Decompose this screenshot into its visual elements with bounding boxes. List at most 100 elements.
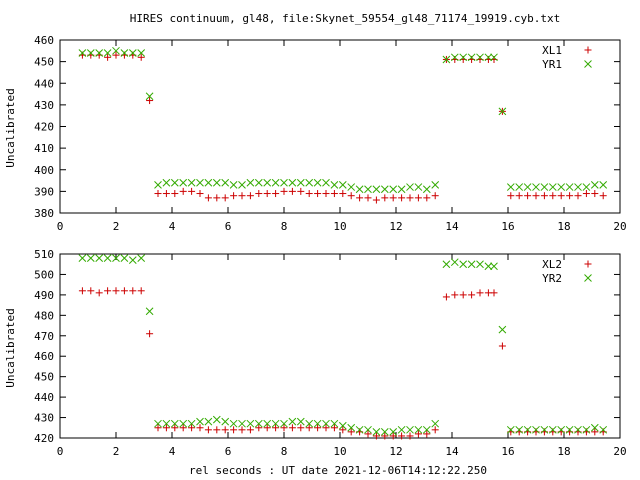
legend-marker [584, 60, 592, 68]
data-point [431, 181, 440, 189]
data-point [204, 426, 212, 434]
data-point [591, 190, 599, 198]
data-point [523, 183, 532, 191]
x-tick-label: 12 [389, 220, 402, 233]
data-point [330, 181, 339, 189]
data-point [414, 183, 423, 191]
x-tick-label: 6 [225, 445, 232, 458]
data-point [263, 178, 272, 187]
data-point [339, 190, 347, 198]
y-tick-label: 460 [34, 350, 54, 363]
data-point [246, 426, 254, 434]
data-point [532, 183, 540, 191]
data-point [204, 194, 212, 202]
data-point [364, 425, 372, 434]
data-point [280, 178, 288, 187]
data-point [213, 426, 221, 434]
data-point [95, 254, 104, 262]
data-point [406, 425, 414, 434]
x-tick-label: 16 [501, 445, 514, 458]
data-point [414, 194, 422, 202]
data-point [524, 192, 532, 200]
x-tick-label: 20 [613, 220, 626, 233]
data-point [414, 430, 422, 438]
legend-label: YR2 [542, 272, 562, 285]
data-point [523, 425, 532, 434]
data-point [162, 178, 171, 187]
data-point [355, 185, 364, 194]
data-point [476, 289, 484, 297]
data-point [162, 190, 170, 198]
data-point [120, 287, 128, 295]
data-point [540, 425, 549, 434]
data-point [196, 417, 204, 426]
data-point [450, 258, 459, 267]
data-point [137, 254, 146, 262]
data-point [347, 428, 355, 436]
data-point [557, 425, 566, 434]
y-axis-label: Uncalibrated [4, 88, 17, 167]
data-point [188, 424, 196, 432]
data-point [507, 192, 515, 200]
data-point [313, 419, 322, 428]
data-point [372, 196, 380, 204]
data-point [272, 190, 280, 198]
plot-frame [59, 253, 621, 439]
data-point [422, 425, 431, 434]
data-point [230, 426, 238, 434]
data-point [221, 194, 229, 202]
x-tick-label: 8 [281, 220, 288, 233]
data-point [423, 430, 431, 438]
data-point [397, 425, 406, 434]
data-point [347, 192, 355, 200]
data-point [330, 419, 339, 428]
data-point [187, 178, 196, 187]
y-tick-label: 430 [34, 412, 54, 425]
data-point [549, 192, 557, 200]
data-point [599, 192, 607, 200]
data-point [238, 426, 246, 434]
y-tick-label: 440 [34, 391, 54, 404]
data-point [599, 425, 608, 434]
data-point [112, 254, 120, 262]
data-point [381, 194, 389, 202]
data-point [288, 417, 297, 426]
data-point [263, 424, 271, 432]
data-point [255, 424, 263, 432]
data-point [389, 428, 398, 436]
x-axis-label: rel seconds : UT date 2021-12-06T14:12:2… [189, 464, 487, 477]
data-point [154, 424, 162, 432]
data-point [490, 262, 498, 271]
data-point [78, 254, 87, 262]
data-point [582, 190, 590, 198]
data-point [515, 192, 523, 200]
data-point [590, 423, 599, 432]
data-point [372, 428, 381, 436]
data-point [204, 178, 213, 187]
y-tick-label: 420 [34, 121, 54, 134]
data-point [330, 424, 338, 432]
data-point [398, 194, 406, 202]
data-point [204, 417, 213, 426]
data-point [271, 178, 280, 187]
x-tick-label: 14 [445, 220, 459, 233]
data-point [476, 260, 484, 269]
data-point [459, 260, 468, 269]
data-point [330, 190, 338, 198]
data-point [380, 185, 389, 194]
x-tick-label: 10 [333, 220, 346, 233]
data-point [170, 419, 179, 428]
y-tick-label: 480 [34, 309, 54, 322]
x-tick-label: 20 [613, 445, 626, 458]
data-point [468, 291, 476, 299]
data-point [95, 289, 103, 297]
chart-title: HIRES continuum, gl48, file:Skynet_59554… [130, 12, 560, 25]
data-point [515, 183, 524, 191]
data-point [372, 185, 381, 194]
data-point [389, 185, 398, 194]
y-tick-label: 450 [34, 56, 54, 69]
data-point [414, 425, 423, 434]
data-point [347, 423, 356, 432]
y-tick-label: 490 [34, 289, 54, 302]
